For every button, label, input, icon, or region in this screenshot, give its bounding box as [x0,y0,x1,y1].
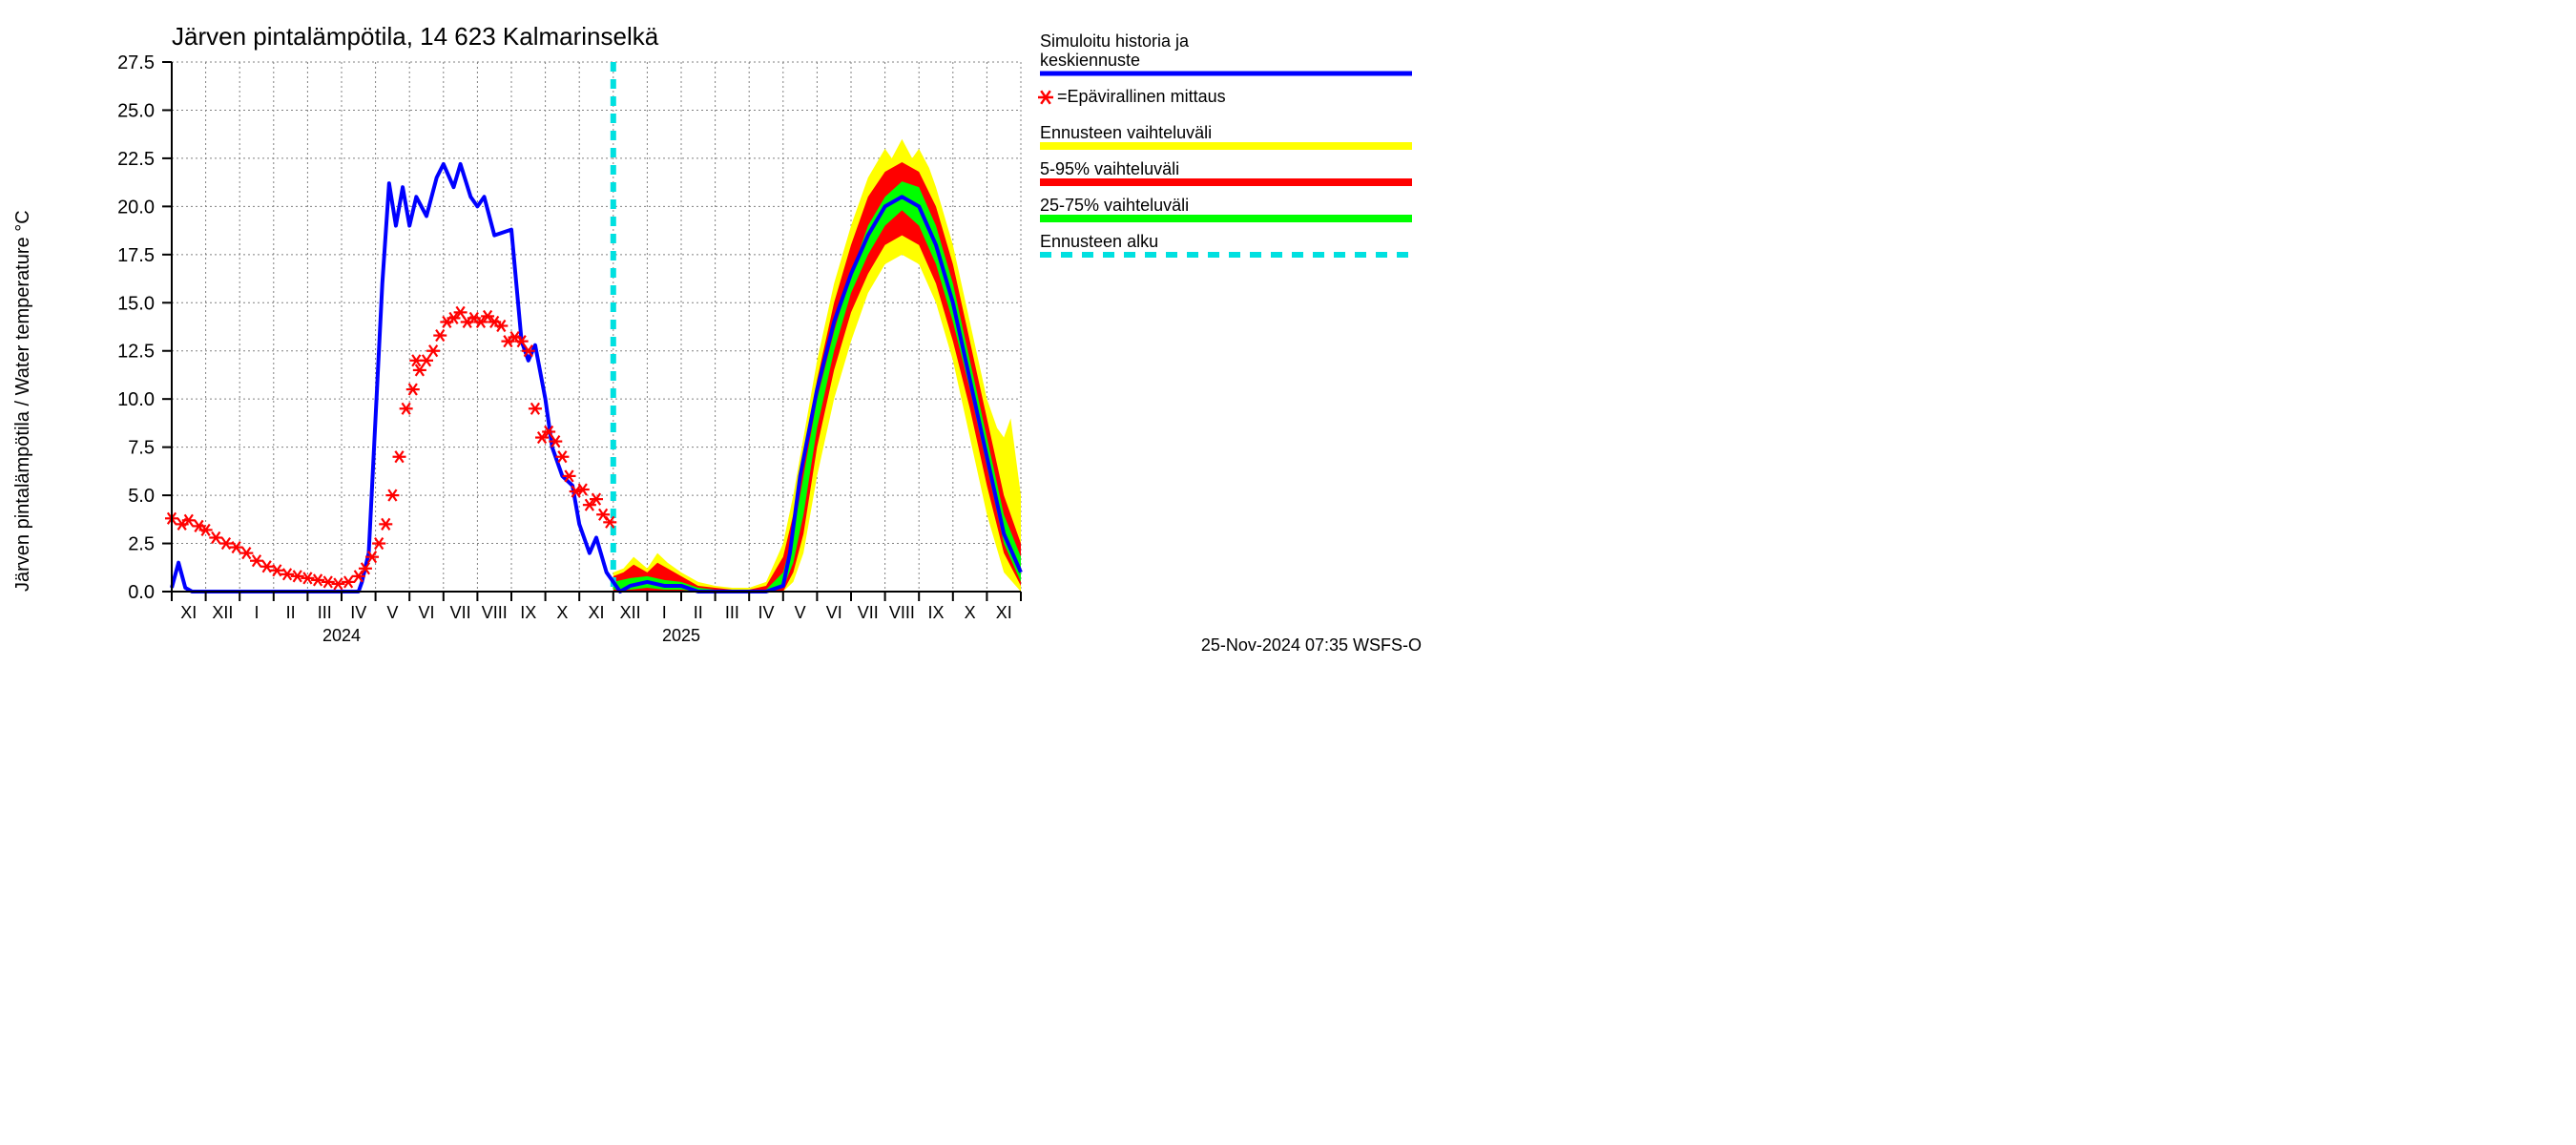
x-tick-label: VI [418,603,434,622]
legend-label: Ennusteen alku [1040,232,1158,251]
x-tick-label: VIII [889,603,915,622]
x-tick-label: XII [620,603,641,622]
legend-label: 5-95% vaihteluväli [1040,159,1179,178]
x-tick-label: III [725,603,739,622]
x-tick-label: XI [996,603,1012,622]
legend-swatch [1040,178,1412,186]
y-tick-label: 22.5 [117,149,155,170]
grid [172,62,1021,592]
legend-swatch [1040,215,1412,222]
y-tick-label: 12.5 [117,342,155,363]
chart-svg: 0.0 2.5 5.0 7.5 10.0 12.5 15.0 17.5 20.0 22.5 25.0… [0,0,1431,668]
y-tick-label: 25.0 [117,100,155,121]
x-tick-label: VI [826,603,842,622]
x-tick-label: XI [180,603,197,622]
legend-label: keskiennuste [1040,51,1140,70]
footer-timestamp: 25-Nov-2024 07:35 WSFS-O [1201,635,1422,655]
legend-swatch [1040,142,1412,150]
x-tick-label: XII [212,603,233,622]
legend-label: Simuloitu historia ja [1040,31,1190,51]
legend-label: =Epävirallinen mittaus [1057,87,1226,106]
legend-label: 25-75% vaihteluväli [1040,196,1189,215]
x-tick-label: I [662,603,667,622]
x-tick-label: IX [520,603,536,622]
x-tick-label: IX [927,603,944,622]
y-tick-label: 5.0 [128,486,155,507]
y-tick-label: 27.5 [117,52,155,73]
x-tick-label: X [556,603,568,622]
legend-label: Ennusteen vaihteluväli [1040,123,1212,142]
x-tick-label: I [254,603,259,622]
x-tick-label: VII [858,603,879,622]
x-tick-label: X [965,603,976,622]
x-tick-label: VIII [482,603,508,622]
legend: Simuloitu historia jakeskiennuste =Epävir… [1038,31,1412,255]
y-tick-label: 0.0 [128,582,155,603]
chart-title: Järven pintalämpötila, 14 623 Kalmarinse… [172,22,659,51]
x-tick-label: VII [450,603,471,622]
y-tick-label: 17.5 [117,245,155,266]
x-year-label: 2024 [322,626,361,645]
x-year-label: 2025 [662,626,700,645]
x-tick-label: XI [588,603,604,622]
y-tick-label: 7.5 [128,438,155,459]
x-tick-label: V [386,603,398,622]
y-tick-label: 10.0 [117,389,155,410]
measured-series [165,306,616,589]
y-axis-label: Järven pintalämpötila / Water temperatur… [12,210,33,592]
y-tick-label: 15.0 [117,293,155,314]
x-tick-label: IV [758,603,774,622]
y-tick-label: 2.5 [128,534,155,555]
chart-container: 0.0 2.5 5.0 7.5 10.0 12.5 15.0 17.5 20.0 22.5 25.0… [0,0,1431,668]
y-tick-label: 20.0 [117,197,155,218]
x-tick-label: IV [350,603,366,622]
x-tick-label: V [795,603,806,622]
x-tick-label: II [694,603,703,622]
x-tick-label: III [318,603,332,622]
x-tick-label: II [286,603,296,622]
